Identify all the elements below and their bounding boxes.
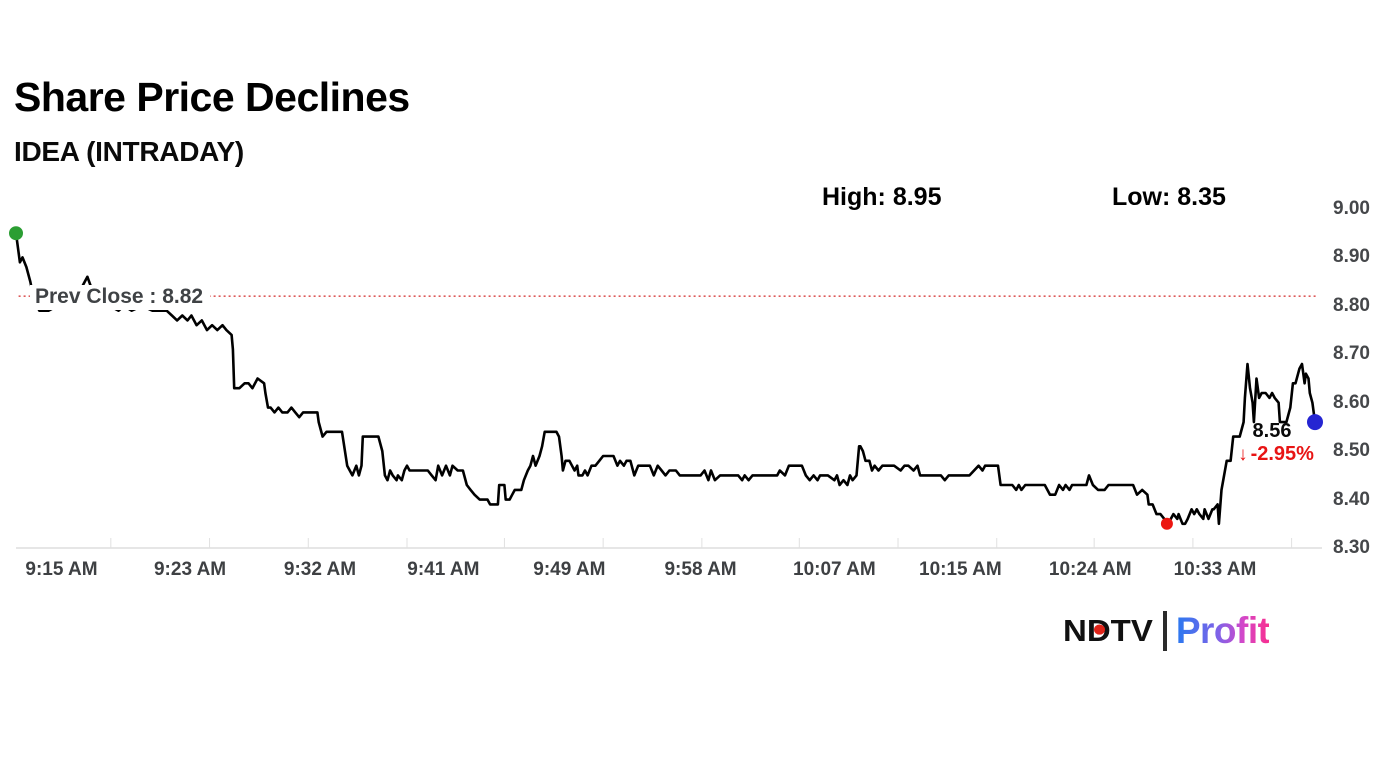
ndtv-red-dot-icon	[1094, 624, 1105, 635]
prev-close-label: Prev Close : 8.82	[30, 285, 211, 310]
x-axis-label: 9:32 AM	[283, 559, 357, 580]
ndtv-profit-logo: NDTV Profit	[1063, 610, 1270, 652]
down-arrow-icon: ↓	[1238, 444, 1248, 465]
x-axis-label: 9:58 AM	[664, 559, 737, 580]
y-axis-label: 8.40	[1333, 488, 1370, 510]
low-value-label: Low: 8.35	[1112, 183, 1226, 211]
page-title: Share Price Declines	[14, 74, 410, 120]
y-axis-label: 8.50	[1333, 440, 1370, 462]
x-axis-label: 9:23 AM	[153, 559, 227, 580]
change-percent-value: -2.95%	[1250, 443, 1314, 465]
y-axis-label: 9.00	[1333, 198, 1370, 219]
last-price-label: 8.56	[1252, 420, 1292, 442]
change-percent-label: ↓ -2.95%	[1233, 443, 1319, 466]
x-axis-label: 10:33 AM	[1173, 559, 1257, 580]
instrument-subtitle: IDEA (INTRADAY)	[14, 136, 244, 167]
x-axis-ticks	[110, 538, 1293, 548]
last-marker	[1307, 414, 1323, 431]
y-axis-label: 8.70	[1333, 343, 1370, 365]
ndtv-wordmark: NDTV	[1063, 613, 1153, 648]
x-axis-label: 10:07 AM	[793, 559, 876, 580]
open-marker	[9, 226, 23, 241]
y-axis-label: 8.90	[1333, 246, 1370, 268]
y-axis-label: 8.80	[1333, 294, 1370, 316]
price-line	[14, 233, 1317, 526]
high-value-label: High: 8.95	[822, 183, 942, 211]
price-markers	[9, 226, 1323, 530]
y-axis-label: 8.60	[1333, 391, 1370, 413]
logo-separator-bar	[1162, 611, 1167, 651]
profit-wordmark: Profit	[1175, 610, 1270, 651]
low-marker	[1160, 517, 1173, 530]
x-axis-label: 9:15 AM	[25, 559, 98, 580]
x-axis-label: 10:24 AM	[1048, 559, 1132, 580]
x-axis-label: 9:41 AM	[407, 559, 480, 580]
x-axis-label: 9:49 AM	[533, 559, 606, 580]
y-axis-label: 8.30	[1333, 537, 1370, 558]
x-axis-label: 10:15 AM	[919, 559, 1002, 580]
